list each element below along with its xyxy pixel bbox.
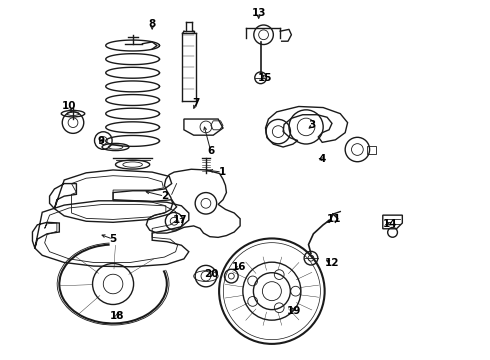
Text: 15: 15: [258, 73, 273, 83]
Text: 14: 14: [383, 219, 398, 229]
Text: 9: 9: [98, 136, 104, 145]
Text: 13: 13: [251, 8, 266, 18]
Text: 2: 2: [161, 191, 168, 201]
Text: 8: 8: [148, 19, 156, 29]
Text: 3: 3: [309, 121, 316, 130]
Text: 16: 16: [232, 262, 246, 272]
Text: 18: 18: [110, 311, 124, 320]
Text: 1: 1: [219, 167, 226, 177]
Text: 20: 20: [204, 269, 219, 279]
Text: 6: 6: [207, 146, 215, 156]
Text: 11: 11: [327, 215, 341, 224]
Text: 19: 19: [287, 306, 301, 316]
Text: 7: 7: [193, 98, 200, 108]
Text: 17: 17: [173, 215, 188, 225]
Text: 5: 5: [109, 234, 117, 244]
Text: 10: 10: [62, 102, 76, 112]
Text: 12: 12: [325, 258, 339, 268]
Text: 4: 4: [318, 154, 326, 164]
